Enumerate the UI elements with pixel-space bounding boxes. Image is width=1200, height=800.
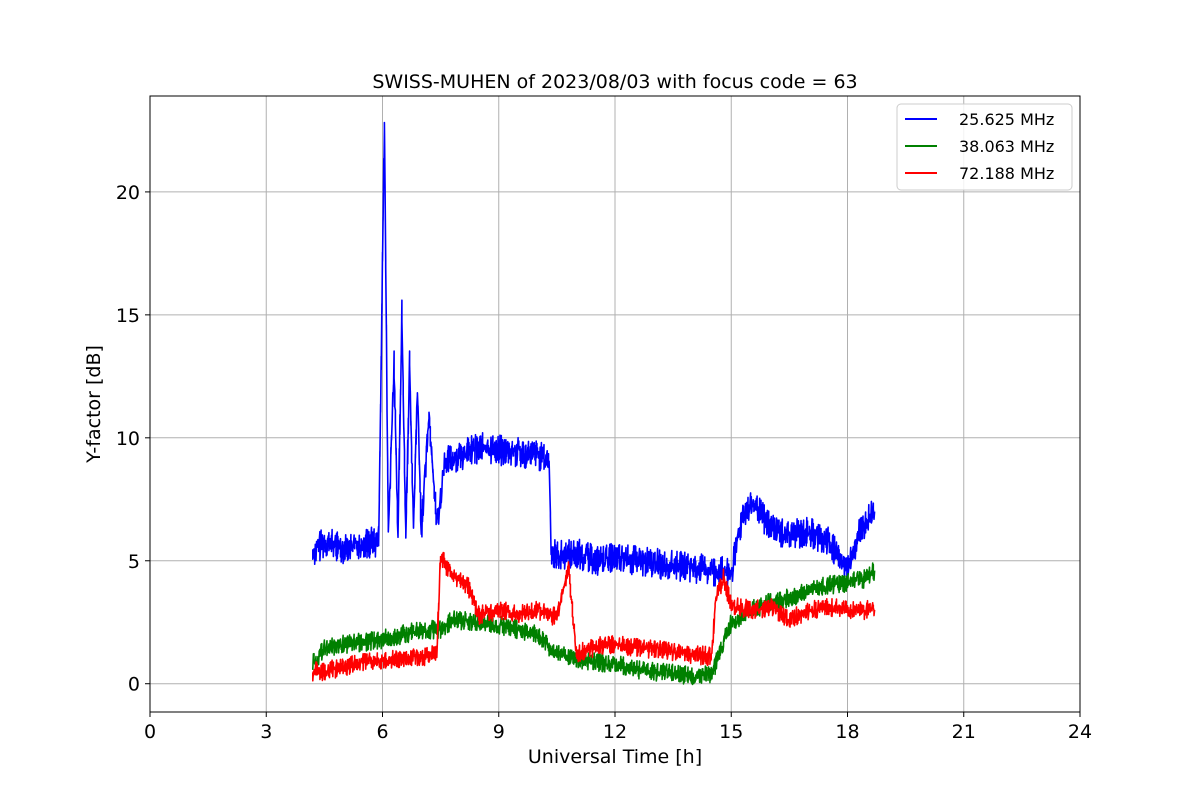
x-tick-label-0: 0	[144, 721, 156, 743]
x-tick-label-4: 12	[603, 721, 627, 743]
y-tick-label-2: 10	[116, 428, 140, 450]
x-tick-label-7: 21	[952, 721, 976, 743]
plot-area	[312, 121, 876, 686]
series-line-0	[312, 121, 876, 589]
x-axis: 0 3 6 9 12 15 18 21 24	[144, 712, 1092, 743]
x-tick-label-8: 24	[1068, 721, 1092, 743]
legend-label-2: 72.188 MHz	[959, 164, 1054, 183]
y-tick-label-3: 15	[116, 305, 140, 327]
grid	[149, 96, 1081, 712]
chart-title: SWISS-MUHEN of 2023/08/03 with focus cod…	[372, 71, 857, 93]
x-tick-label-3: 9	[493, 721, 505, 743]
legend-label-0: 25.625 MHz	[959, 110, 1054, 129]
x-tick-label-5: 15	[719, 721, 743, 743]
y-tick-label-1: 5	[128, 551, 140, 573]
series-line-1	[312, 562, 876, 686]
y-tick-label-0: 0	[128, 674, 140, 696]
legend-label-1: 38.063 MHz	[959, 137, 1054, 156]
legend-box	[896, 103, 1073, 191]
y-tick-label-4: 20	[116, 182, 140, 204]
x-tick-label-2: 6	[376, 721, 388, 743]
x-tick-label-1: 3	[260, 721, 272, 743]
series-line-2	[312, 551, 876, 682]
y-axis: 0 5 10 15 20	[116, 182, 150, 696]
y-axis-title: Y-factor [dB]	[83, 345, 105, 464]
x-tick-label-6: 18	[835, 721, 859, 743]
legend: 25.625 MHz 38.063 MHz 72.188 MHz	[896, 103, 1073, 191]
x-axis-title: Universal Time [h]	[528, 746, 702, 768]
